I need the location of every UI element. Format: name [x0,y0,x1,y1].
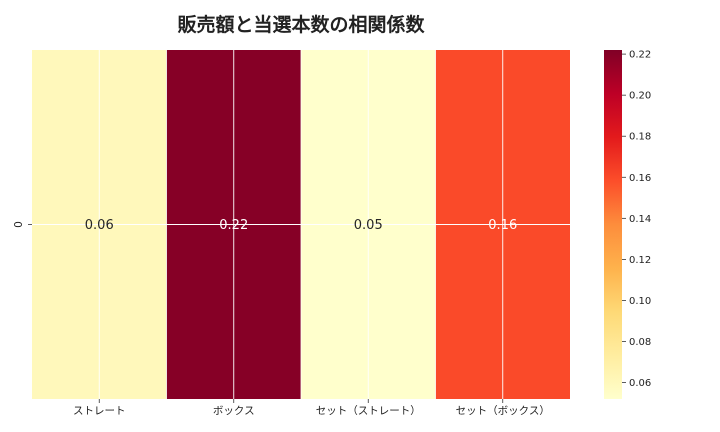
cell-annotation: 0.05 [354,218,383,233]
colorbar-tick-label: 0.12 [629,255,651,266]
colorbar-ticks: 0.06 0.08 0.10 0.12 0.14 0.16 0.18 0.20 0.22 [622,50,651,389]
x-tick-label: セット（ボックス） [456,405,550,417]
colorbar-gradient [604,50,622,399]
cell-annotation: 0.06 [85,218,114,233]
x-tick-label: ボックス [213,405,255,417]
colorbar-tick-label: 0.10 [629,296,651,307]
colorbar-tick-label: 0.08 [629,337,651,348]
colorbar-tick-label: 0.18 [629,132,651,143]
cell-annotation: 0.22 [219,218,248,233]
y-axis-ticks: 0 [13,221,32,228]
colorbar-tick-label: 0.22 [629,50,651,61]
y-tick-label: 0 [13,221,25,228]
chart-title: 販売額と当選本数の相関係数 [177,13,425,36]
x-tick-label: セット（ストレート） [316,405,421,417]
colorbar-tick-label: 0.06 [629,378,651,389]
x-tick-label: ストレート [73,405,126,417]
gridlines [32,50,570,399]
colorbar: 0.06 0.08 0.10 0.12 0.14 0.16 0.18 0.20 0.22 [604,50,651,399]
colorbar-tick-label: 0.14 [629,214,651,225]
cell-annotation: 0.16 [488,218,517,233]
colorbar-tick-label: 0.20 [629,91,651,102]
colorbar-tick-label: 0.16 [629,173,651,184]
cell-annotations: 0.06 0.22 0.05 0.16 [85,218,517,233]
x-axis-ticks: ストレート ボックス セット（ストレート） セット（ボックス） [73,399,550,417]
